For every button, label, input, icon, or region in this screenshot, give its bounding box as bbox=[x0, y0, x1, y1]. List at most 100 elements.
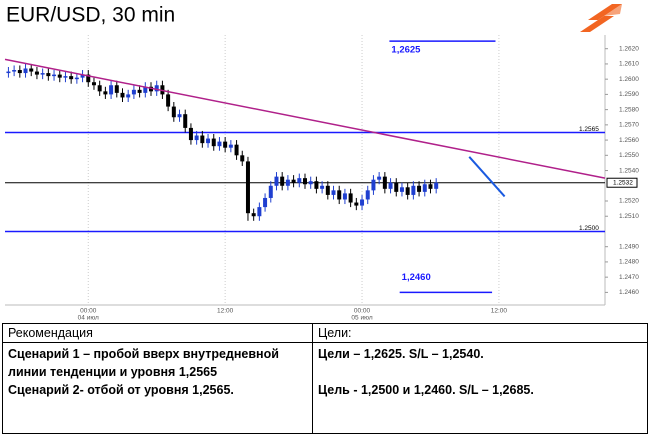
y-tick-label: 1.2520 bbox=[619, 198, 639, 205]
candle-body bbox=[12, 70, 17, 72]
candle-body bbox=[149, 86, 154, 92]
candle-body bbox=[251, 213, 256, 217]
candle-body bbox=[331, 190, 336, 195]
x-tick-label: 00:00 bbox=[354, 308, 371, 315]
candle-body bbox=[131, 89, 136, 95]
candle-body bbox=[171, 106, 176, 118]
y-tick-label: 1.2620 bbox=[619, 45, 639, 52]
target: Цель - 1,2500 и 1,2460. S/L – 1,2685. bbox=[318, 383, 534, 397]
scenario: Сценарий 1 – пробой вверх внутредневной … bbox=[8, 347, 279, 379]
candle-body bbox=[69, 76, 74, 80]
y-tick-label: 1.2560 bbox=[619, 137, 639, 144]
candle-body bbox=[46, 73, 51, 77]
cell: Цели – 1,2625. S/L – 1,2540. Цель - 1,25… bbox=[313, 343, 647, 433]
candle-body bbox=[257, 207, 262, 217]
candle-body bbox=[114, 85, 119, 93]
candle-body bbox=[23, 68, 28, 74]
target: Цели – 1,2625. S/L – 1,2540. bbox=[318, 347, 484, 361]
candle-body bbox=[422, 184, 427, 192]
candle-body bbox=[217, 141, 222, 147]
candle-body bbox=[280, 176, 285, 186]
x-tick-label: 12:00 bbox=[217, 308, 234, 315]
x-tick-date: 05 июл bbox=[351, 315, 372, 322]
level-box bbox=[606, 177, 638, 188]
candle-body bbox=[206, 138, 211, 144]
candle-body bbox=[434, 182, 439, 189]
y-tick-label: 1.2580 bbox=[619, 106, 639, 113]
header-cell: Рекомендация bbox=[3, 324, 313, 343]
candle-body bbox=[303, 178, 307, 185]
candle-body bbox=[399, 187, 404, 192]
candle-body bbox=[285, 179, 290, 186]
candle-body bbox=[228, 144, 233, 148]
candle-body bbox=[126, 94, 131, 98]
candle-body bbox=[6, 71, 11, 74]
candle-body bbox=[200, 135, 205, 144]
candle-body bbox=[103, 91, 108, 95]
candle-body bbox=[337, 190, 342, 200]
candle-body bbox=[211, 138, 216, 147]
candle-body bbox=[240, 155, 245, 162]
candle-body bbox=[91, 82, 96, 86]
y-tick-label: 1.2460 bbox=[619, 289, 639, 296]
candle-body bbox=[388, 182, 393, 189]
y-tick-label: 1.2540 bbox=[619, 167, 639, 174]
candle-body bbox=[234, 144, 239, 156]
x-tick-date: 04 июл bbox=[78, 315, 99, 322]
candle-body bbox=[411, 185, 416, 195]
candle-body bbox=[417, 185, 422, 192]
candle-body bbox=[29, 68, 34, 72]
candle-body bbox=[394, 182, 399, 192]
x-tick-label: 12:00 bbox=[491, 308, 508, 315]
candle-body bbox=[377, 176, 382, 180]
y-tick-label: 1.2470 bbox=[619, 274, 639, 281]
level-label: 1.2500 bbox=[579, 225, 599, 232]
target-label: 1,2460 bbox=[402, 272, 431, 283]
candle-body bbox=[143, 86, 148, 93]
y-tick-label: 1.2600 bbox=[619, 76, 639, 83]
candle-body bbox=[428, 184, 433, 189]
candle-body bbox=[325, 185, 330, 195]
candle-body bbox=[291, 179, 296, 183]
candle-body bbox=[382, 176, 387, 189]
candle-body bbox=[405, 187, 410, 195]
scenario: Сценарий 2- отбой от уровня 1,2565. bbox=[8, 383, 234, 397]
candle-body bbox=[188, 127, 193, 141]
candle-body bbox=[154, 85, 159, 92]
candle-body bbox=[342, 193, 347, 200]
logo bbox=[580, 4, 622, 32]
candle-body bbox=[17, 70, 22, 74]
candle-body bbox=[314, 181, 319, 189]
candle-body bbox=[52, 74, 57, 77]
candle-body bbox=[166, 94, 171, 107]
forecast-line bbox=[468, 156, 506, 198]
candle-body bbox=[97, 85, 102, 92]
candle-body bbox=[263, 197, 268, 208]
y-tick-label: 1.2610 bbox=[619, 61, 639, 68]
candle-body bbox=[297, 178, 302, 183]
candle-body bbox=[34, 71, 39, 75]
y-tick-label: 1.2590 bbox=[619, 91, 639, 98]
candle-body bbox=[268, 185, 273, 198]
candle-body bbox=[348, 193, 353, 203]
candle-body bbox=[120, 92, 125, 98]
candle-body bbox=[74, 77, 79, 80]
candle-body bbox=[360, 199, 365, 206]
candle-body bbox=[194, 135, 199, 141]
candle-body bbox=[274, 176, 279, 186]
y-tick-label: 1.2570 bbox=[619, 122, 639, 129]
candle-body bbox=[63, 76, 68, 78]
level-mask bbox=[607, 227, 637, 236]
candle-body bbox=[354, 202, 359, 206]
candle-body bbox=[308, 181, 313, 185]
candle-body bbox=[320, 185, 325, 189]
trend-line bbox=[4, 58, 606, 179]
candle-body bbox=[365, 190, 370, 200]
level-label: 1.2532 bbox=[613, 179, 633, 186]
level-label: 1.2565 bbox=[579, 126, 599, 133]
candle-body bbox=[371, 179, 376, 191]
level-mask bbox=[607, 128, 637, 137]
candle-body bbox=[40, 73, 45, 75]
